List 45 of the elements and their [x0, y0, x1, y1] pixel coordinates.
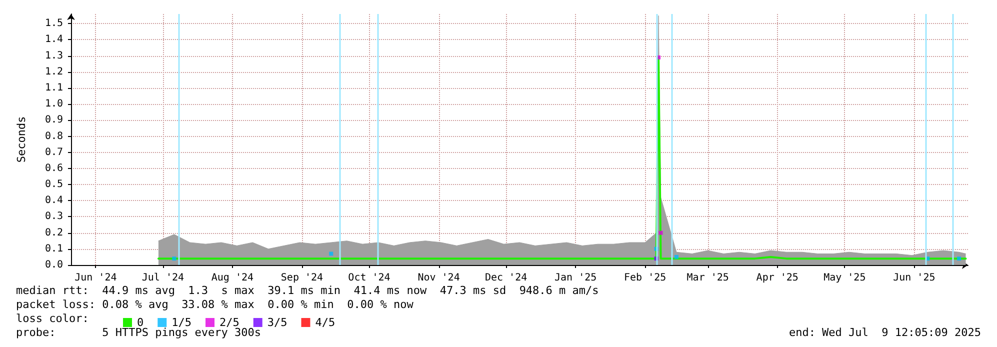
x-tick-label: Apr '25 — [756, 272, 798, 284]
legend-title: loss color: — [16, 312, 89, 325]
text: median rtt: 44.9 ms avg 1.3 s max 39.1 ms min 41.4 ms now 47.3 ms sd 948.6 m am/s — [16, 284, 599, 297]
y-tick-label: 0.2 — [44, 227, 63, 238]
x-tick-label: Oct '24 — [348, 272, 390, 284]
y-tick-label: 1.0 — [44, 98, 63, 110]
legend-label: 1/5 — [172, 316, 192, 329]
point — [329, 252, 334, 256]
point — [658, 230, 663, 235]
text: packet loss: 0.08 % avg 33.08 % max 0.00 % min 0.00 % now — [16, 298, 414, 311]
y-tick-label: 0.9 — [44, 114, 63, 126]
y-tick-label: 0.7 — [44, 146, 63, 158]
y-tick-label: 0.8 — [44, 130, 63, 142]
y-tick-label: 1.1 — [44, 82, 63, 94]
y-tick-label: 0.1 — [44, 243, 63, 254]
text: probe: 5 HTTPS pings every 300s — [16, 326, 262, 339]
y-tick-label: 1.2 — [44, 66, 63, 78]
y-tick-label: 0.3 — [44, 211, 63, 222]
x-tick-label: Nov '24 — [418, 272, 460, 284]
y-tick-label: 1.5 — [44, 18, 63, 30]
x-tick-label: Dec '24 — [484, 272, 528, 284]
x-tick-label: Jan '25 — [554, 272, 597, 284]
y-tick-label: 0.4 — [44, 195, 63, 206]
x-tick-label: Mar '25 — [686, 272, 729, 284]
x-tick-label: Jun '24 — [74, 272, 117, 284]
x-tick-label: May '25 — [824, 272, 866, 284]
y-axis-title: Seconds — [15, 116, 28, 163]
x-tick-label: Feb '25 — [624, 272, 666, 284]
y-tick-label: 0.0 — [44, 260, 63, 270]
x-tick-label: Jul '24 — [142, 272, 184, 284]
y-tick-label: 0.6 — [44, 162, 63, 174]
legend-label: 3/5 — [267, 316, 288, 329]
point — [674, 254, 678, 259]
y-tick-label: 0.5 — [44, 179, 63, 190]
y-tick-label: 1.3 — [44, 50, 63, 62]
legend-label: 4/5 — [315, 316, 336, 329]
point — [957, 256, 962, 261]
x-tick-label: Aug '24 — [211, 272, 254, 284]
point — [172, 256, 176, 261]
x-tick-label: Sep '24 — [280, 272, 324, 284]
legend-label: 0 — [137, 316, 144, 329]
text: end: Wed Jul 9 12:05:09 2025 — [788, 326, 982, 339]
x-tick-label: Jun '25 — [893, 272, 936, 284]
legend-label: 2/5 — [219, 316, 240, 329]
y-tick-label: 1.4 — [44, 34, 63, 46]
